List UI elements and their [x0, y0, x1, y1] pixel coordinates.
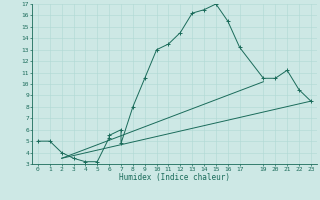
- X-axis label: Humidex (Indice chaleur): Humidex (Indice chaleur): [119, 173, 230, 182]
